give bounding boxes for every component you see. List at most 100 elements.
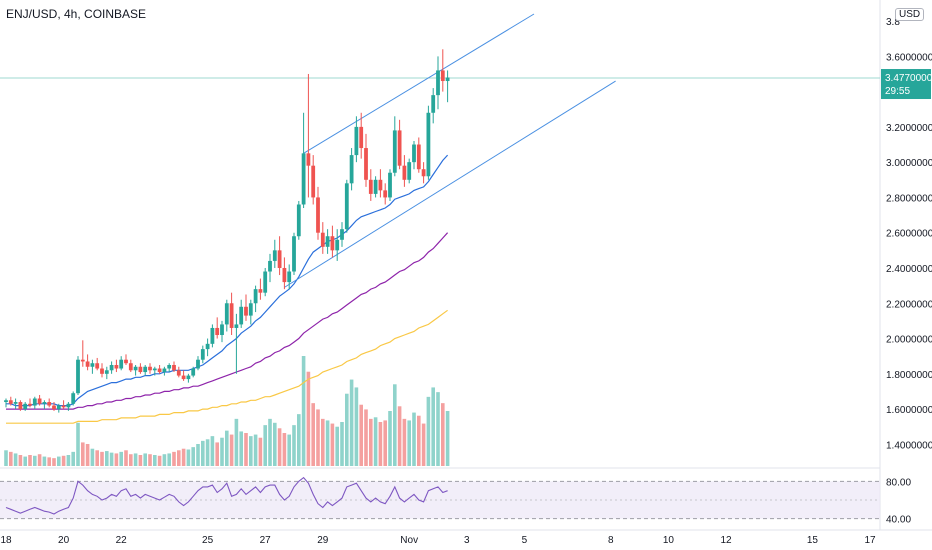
volume-bar <box>321 418 325 466</box>
candle-body <box>157 368 162 373</box>
volume-bar <box>253 434 258 466</box>
x-tick-label: 10 <box>663 535 675 546</box>
candle-body <box>407 162 412 180</box>
candle-body <box>95 363 100 369</box>
candle-body <box>8 400 13 404</box>
candle-body <box>234 324 239 328</box>
volume-bar <box>124 450 128 466</box>
candle-body <box>296 204 301 237</box>
candle-body <box>330 236 335 251</box>
y-tick-label: 2.40000000 <box>886 264 932 275</box>
candle-body <box>181 375 186 380</box>
candle-body <box>100 368 104 374</box>
volume-bar <box>85 444 90 466</box>
volume-bar <box>335 426 339 466</box>
candle-body <box>152 368 157 371</box>
volume-bar <box>148 454 152 466</box>
candle-body <box>13 402 18 404</box>
candle-body <box>440 70 445 82</box>
volume-bar <box>417 415 421 466</box>
candle-body <box>109 364 114 371</box>
volume-bar <box>388 411 392 466</box>
candle-body <box>229 303 234 328</box>
candle-body <box>335 239 340 251</box>
volume-bar <box>47 457 51 466</box>
channel-upper-line <box>303 13 535 154</box>
currency-badge[interactable]: USD <box>895 8 925 21</box>
volume-bar <box>13 453 18 466</box>
volume-bar <box>436 392 440 466</box>
candle-body <box>325 236 330 247</box>
volume-bar <box>143 453 147 466</box>
candle-body <box>71 393 76 404</box>
candle-body <box>359 126 364 149</box>
candle-body <box>253 289 258 304</box>
volume-bar <box>301 356 306 466</box>
volume-bar <box>402 418 407 466</box>
volume-bar <box>330 423 335 466</box>
candle-body <box>172 364 176 371</box>
volume-bar <box>215 442 219 466</box>
volume-bar <box>316 409 320 466</box>
x-tick-label: 15 <box>807 535 819 546</box>
volume-bar <box>162 454 167 466</box>
volume-bar <box>133 453 138 466</box>
volume-bar <box>181 448 186 466</box>
volume-bar <box>407 420 411 466</box>
volume-bar <box>186 449 191 466</box>
volume-bar <box>4 450 8 466</box>
rsi-level-label: 80.00 <box>886 477 911 488</box>
volume-bar <box>167 453 171 466</box>
candle-body <box>90 363 95 367</box>
volume-bar <box>287 434 291 466</box>
volume-bar <box>9 451 13 466</box>
candle-body <box>119 359 124 369</box>
candle-body <box>143 366 148 373</box>
volume-bar <box>37 454 42 466</box>
candle-body <box>186 375 191 380</box>
volume-bar <box>191 447 195 466</box>
volume-bar <box>153 455 157 466</box>
x-tick-label: 25 <box>202 535 214 546</box>
volume-bar <box>42 456 47 466</box>
volume-bar <box>234 418 239 466</box>
candle-body <box>412 144 416 163</box>
candle-body <box>66 403 71 408</box>
candle-body <box>37 398 42 404</box>
volume-bar <box>340 422 344 466</box>
volume-bar <box>421 423 426 466</box>
volume-bar <box>426 396 431 466</box>
volume-bar <box>105 451 109 466</box>
volume-bar <box>277 428 282 466</box>
volume-bar <box>220 437 224 466</box>
candle-body <box>258 289 263 293</box>
candle-body <box>138 366 143 373</box>
candle-body <box>167 364 172 369</box>
volume-bar <box>297 414 301 466</box>
candle-body <box>436 70 440 96</box>
candle-body <box>4 400 8 403</box>
y-tick-label: 2.00000000 <box>886 335 932 346</box>
volume-bar <box>239 431 243 466</box>
candle-body <box>383 190 388 198</box>
candle-body <box>47 402 52 406</box>
volume-bar <box>57 456 61 466</box>
ma-mid-line <box>6 232 449 410</box>
candle-body <box>426 112 431 177</box>
volume-bar <box>393 384 397 466</box>
candle-body <box>340 229 344 240</box>
x-tick-label: 29 <box>317 535 329 546</box>
candle-body <box>23 403 28 410</box>
candle-body <box>378 179 383 191</box>
y-tick-label: 2.20000000 <box>886 299 932 310</box>
x-tick-label: 12 <box>720 535 732 546</box>
volume-bar <box>282 433 287 466</box>
candle-body <box>368 179 373 194</box>
volume-bar <box>76 422 80 466</box>
x-tick-label: 8 <box>608 535 614 546</box>
volume-bar <box>157 455 162 466</box>
x-tick-label: 18 <box>0 535 12 546</box>
candle-body <box>364 148 368 180</box>
candle-body <box>80 359 85 362</box>
